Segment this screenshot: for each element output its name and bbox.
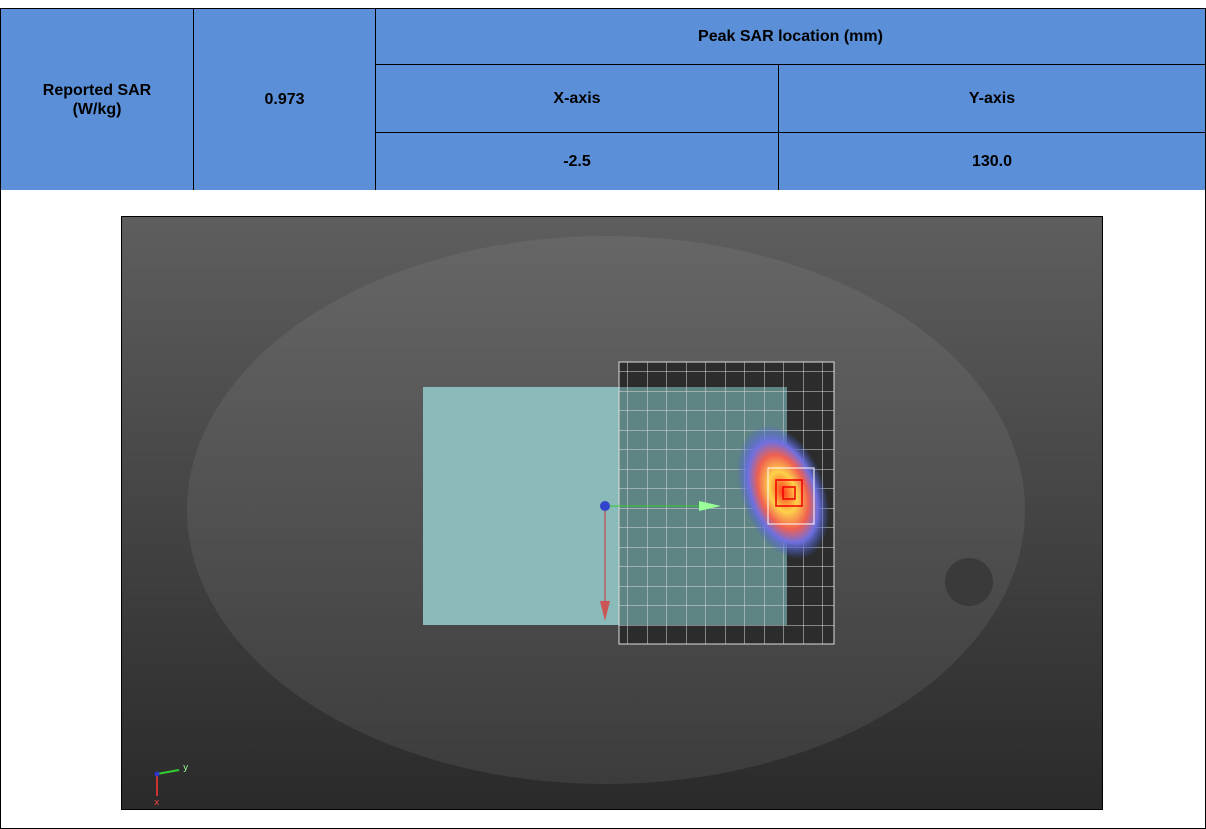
y-value: 130.0	[778, 132, 1206, 191]
axis-label: x	[154, 798, 160, 808]
image-cell: y x	[0, 190, 1206, 829]
column-header: Y-axis	[778, 64, 1206, 133]
sar-value: 0.973	[193, 8, 376, 191]
header-label: Reported SAR (W/kg)	[0, 8, 194, 191]
axis-label: y	[183, 763, 189, 773]
sar-scan-image: y x	[121, 216, 1103, 810]
column-header: X-axis	[375, 64, 779, 133]
peak-header: Peak SAR location (mm)	[375, 8, 1206, 65]
x-value: -2.5	[375, 132, 779, 191]
